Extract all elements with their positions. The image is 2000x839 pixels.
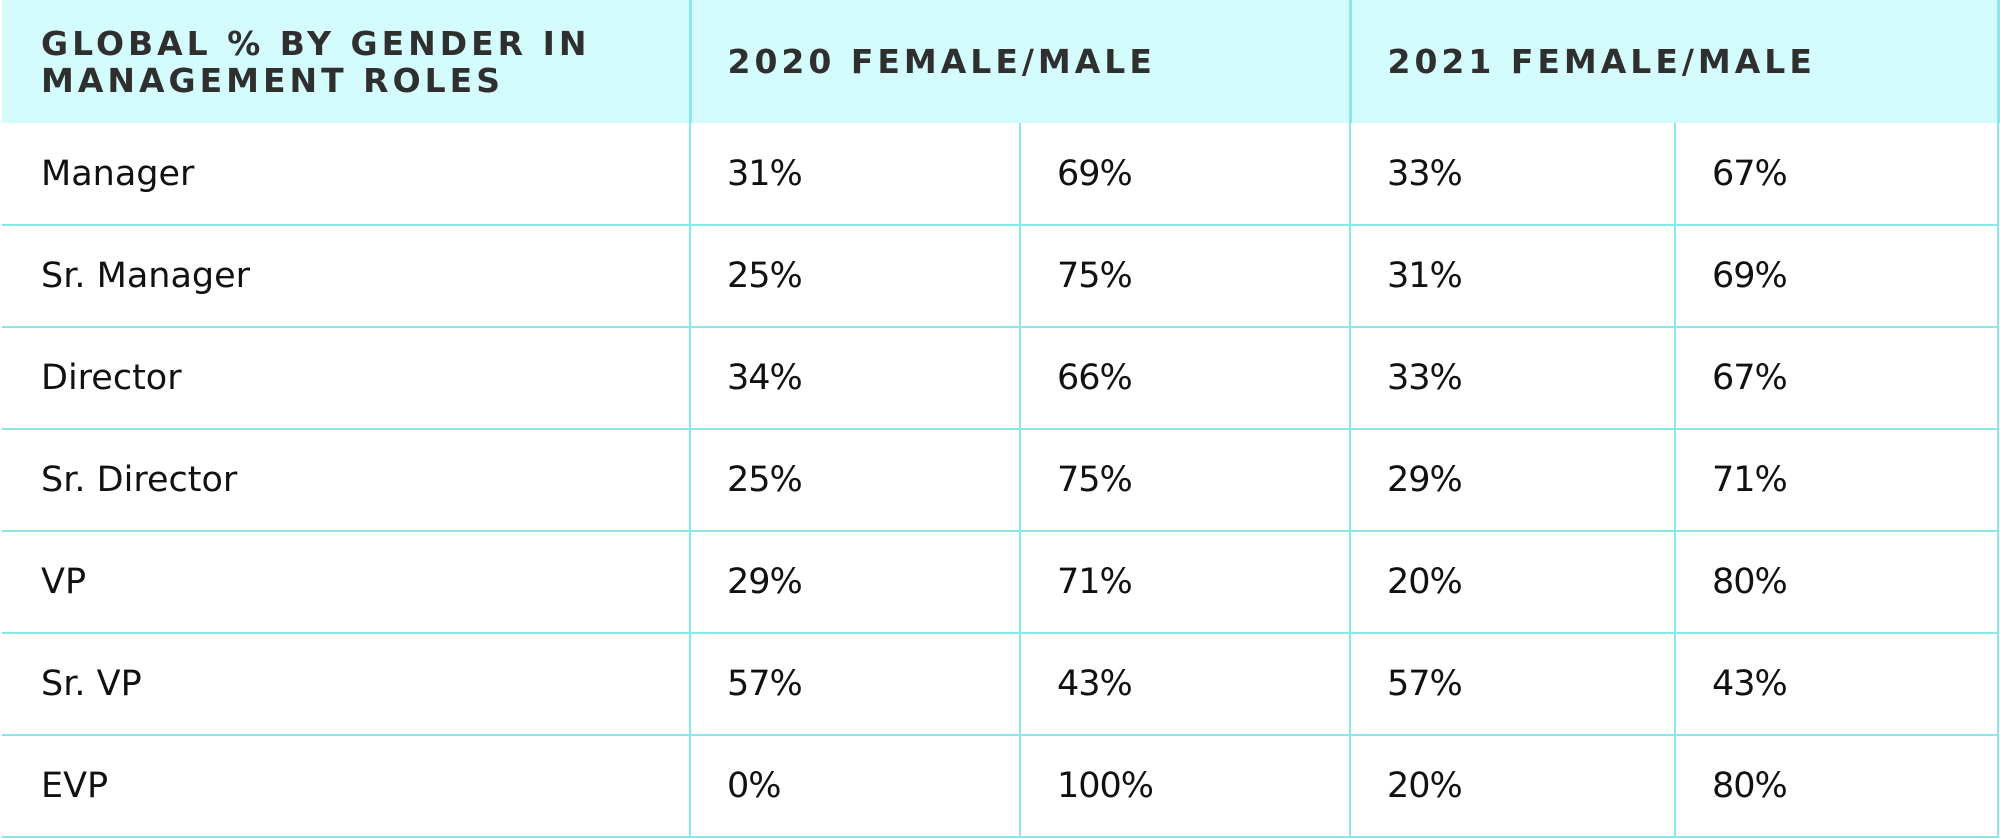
table-row: Director 34% 66% 33% 67% bbox=[2, 326, 1999, 430]
male-2021-cell: 67% bbox=[1674, 326, 1999, 430]
female-2020-cell: 25% bbox=[689, 428, 1021, 532]
female-2020-cell: 29% bbox=[689, 530, 1021, 634]
male-2020-cell: 75% bbox=[1019, 428, 1351, 532]
role-cell: VP bbox=[2, 530, 691, 634]
male-2020-cell: 100% bbox=[1019, 734, 1351, 838]
role-cell: Sr. Director bbox=[2, 428, 691, 532]
male-2021-cell: 71% bbox=[1674, 428, 1999, 532]
header-row: GLOBAL % BY GENDER IN MANAGEMENT ROLES 2… bbox=[2, 0, 2000, 123]
header-2021: 2021 FEMALE/MALE bbox=[1348, 0, 2000, 123]
female-2021-cell: 33% bbox=[1349, 123, 1676, 226]
male-2020-cell: 75% bbox=[1019, 224, 1351, 328]
male-2020-cell: 71% bbox=[1019, 530, 1351, 634]
table-row: Sr. Director 25% 75% 29% 71% bbox=[2, 428, 1999, 532]
table-row: Sr. VP 57% 43% 57% 43% bbox=[2, 632, 1999, 736]
female-2021-cell: 57% bbox=[1349, 632, 1676, 736]
table-row: Manager 31% 69% 33% 67% bbox=[2, 123, 1999, 226]
female-2021-cell: 29% bbox=[1349, 428, 1676, 532]
table-row: EVP 0% 100% 20% 80% bbox=[2, 734, 1999, 838]
header-role-line1: GLOBAL % BY GENDER IN bbox=[41, 23, 591, 63]
male-2021-cell: 69% bbox=[1674, 224, 1999, 328]
male-2020-cell: 66% bbox=[1019, 326, 1351, 430]
role-cell: Director bbox=[2, 326, 691, 430]
role-cell: Manager bbox=[2, 123, 691, 226]
male-2020-cell: 43% bbox=[1019, 632, 1351, 736]
female-2020-cell: 31% bbox=[689, 123, 1021, 226]
role-cell: EVP bbox=[2, 734, 691, 838]
female-2021-cell: 20% bbox=[1349, 530, 1676, 634]
female-2021-cell: 33% bbox=[1349, 326, 1676, 430]
female-2020-cell: 25% bbox=[689, 224, 1021, 328]
female-2021-cell: 20% bbox=[1349, 734, 1676, 838]
table-header: GLOBAL % BY GENDER IN MANAGEMENT ROLES 2… bbox=[2, 0, 2000, 123]
header-role-column: GLOBAL % BY GENDER IN MANAGEMENT ROLES bbox=[2, 0, 692, 123]
female-2021-cell: 31% bbox=[1349, 224, 1676, 328]
male-2021-cell: 80% bbox=[1674, 734, 1999, 838]
role-cell: Sr. VP bbox=[2, 632, 691, 736]
header-2020: 2020 FEMALE/MALE bbox=[688, 0, 1352, 123]
male-2021-cell: 80% bbox=[1674, 530, 1999, 634]
female-2020-cell: 34% bbox=[689, 326, 1021, 430]
male-2021-cell: 43% bbox=[1674, 632, 1999, 736]
female-2020-cell: 0% bbox=[689, 734, 1021, 838]
header-role-line2: MANAGEMENT ROLES bbox=[41, 60, 504, 100]
role-cell: Sr. Manager bbox=[2, 224, 691, 328]
table-row: VP 29% 71% 20% 80% bbox=[2, 530, 1999, 634]
female-2020-cell: 57% bbox=[689, 632, 1021, 736]
table-body: Manager 31% 69% 33% 67% Sr. Manager 25% … bbox=[2, 123, 1999, 838]
male-2020-cell: 69% bbox=[1019, 123, 1351, 226]
male-2021-cell: 67% bbox=[1674, 123, 1999, 226]
table-row: Sr. Manager 25% 75% 31% 69% bbox=[2, 224, 1999, 328]
